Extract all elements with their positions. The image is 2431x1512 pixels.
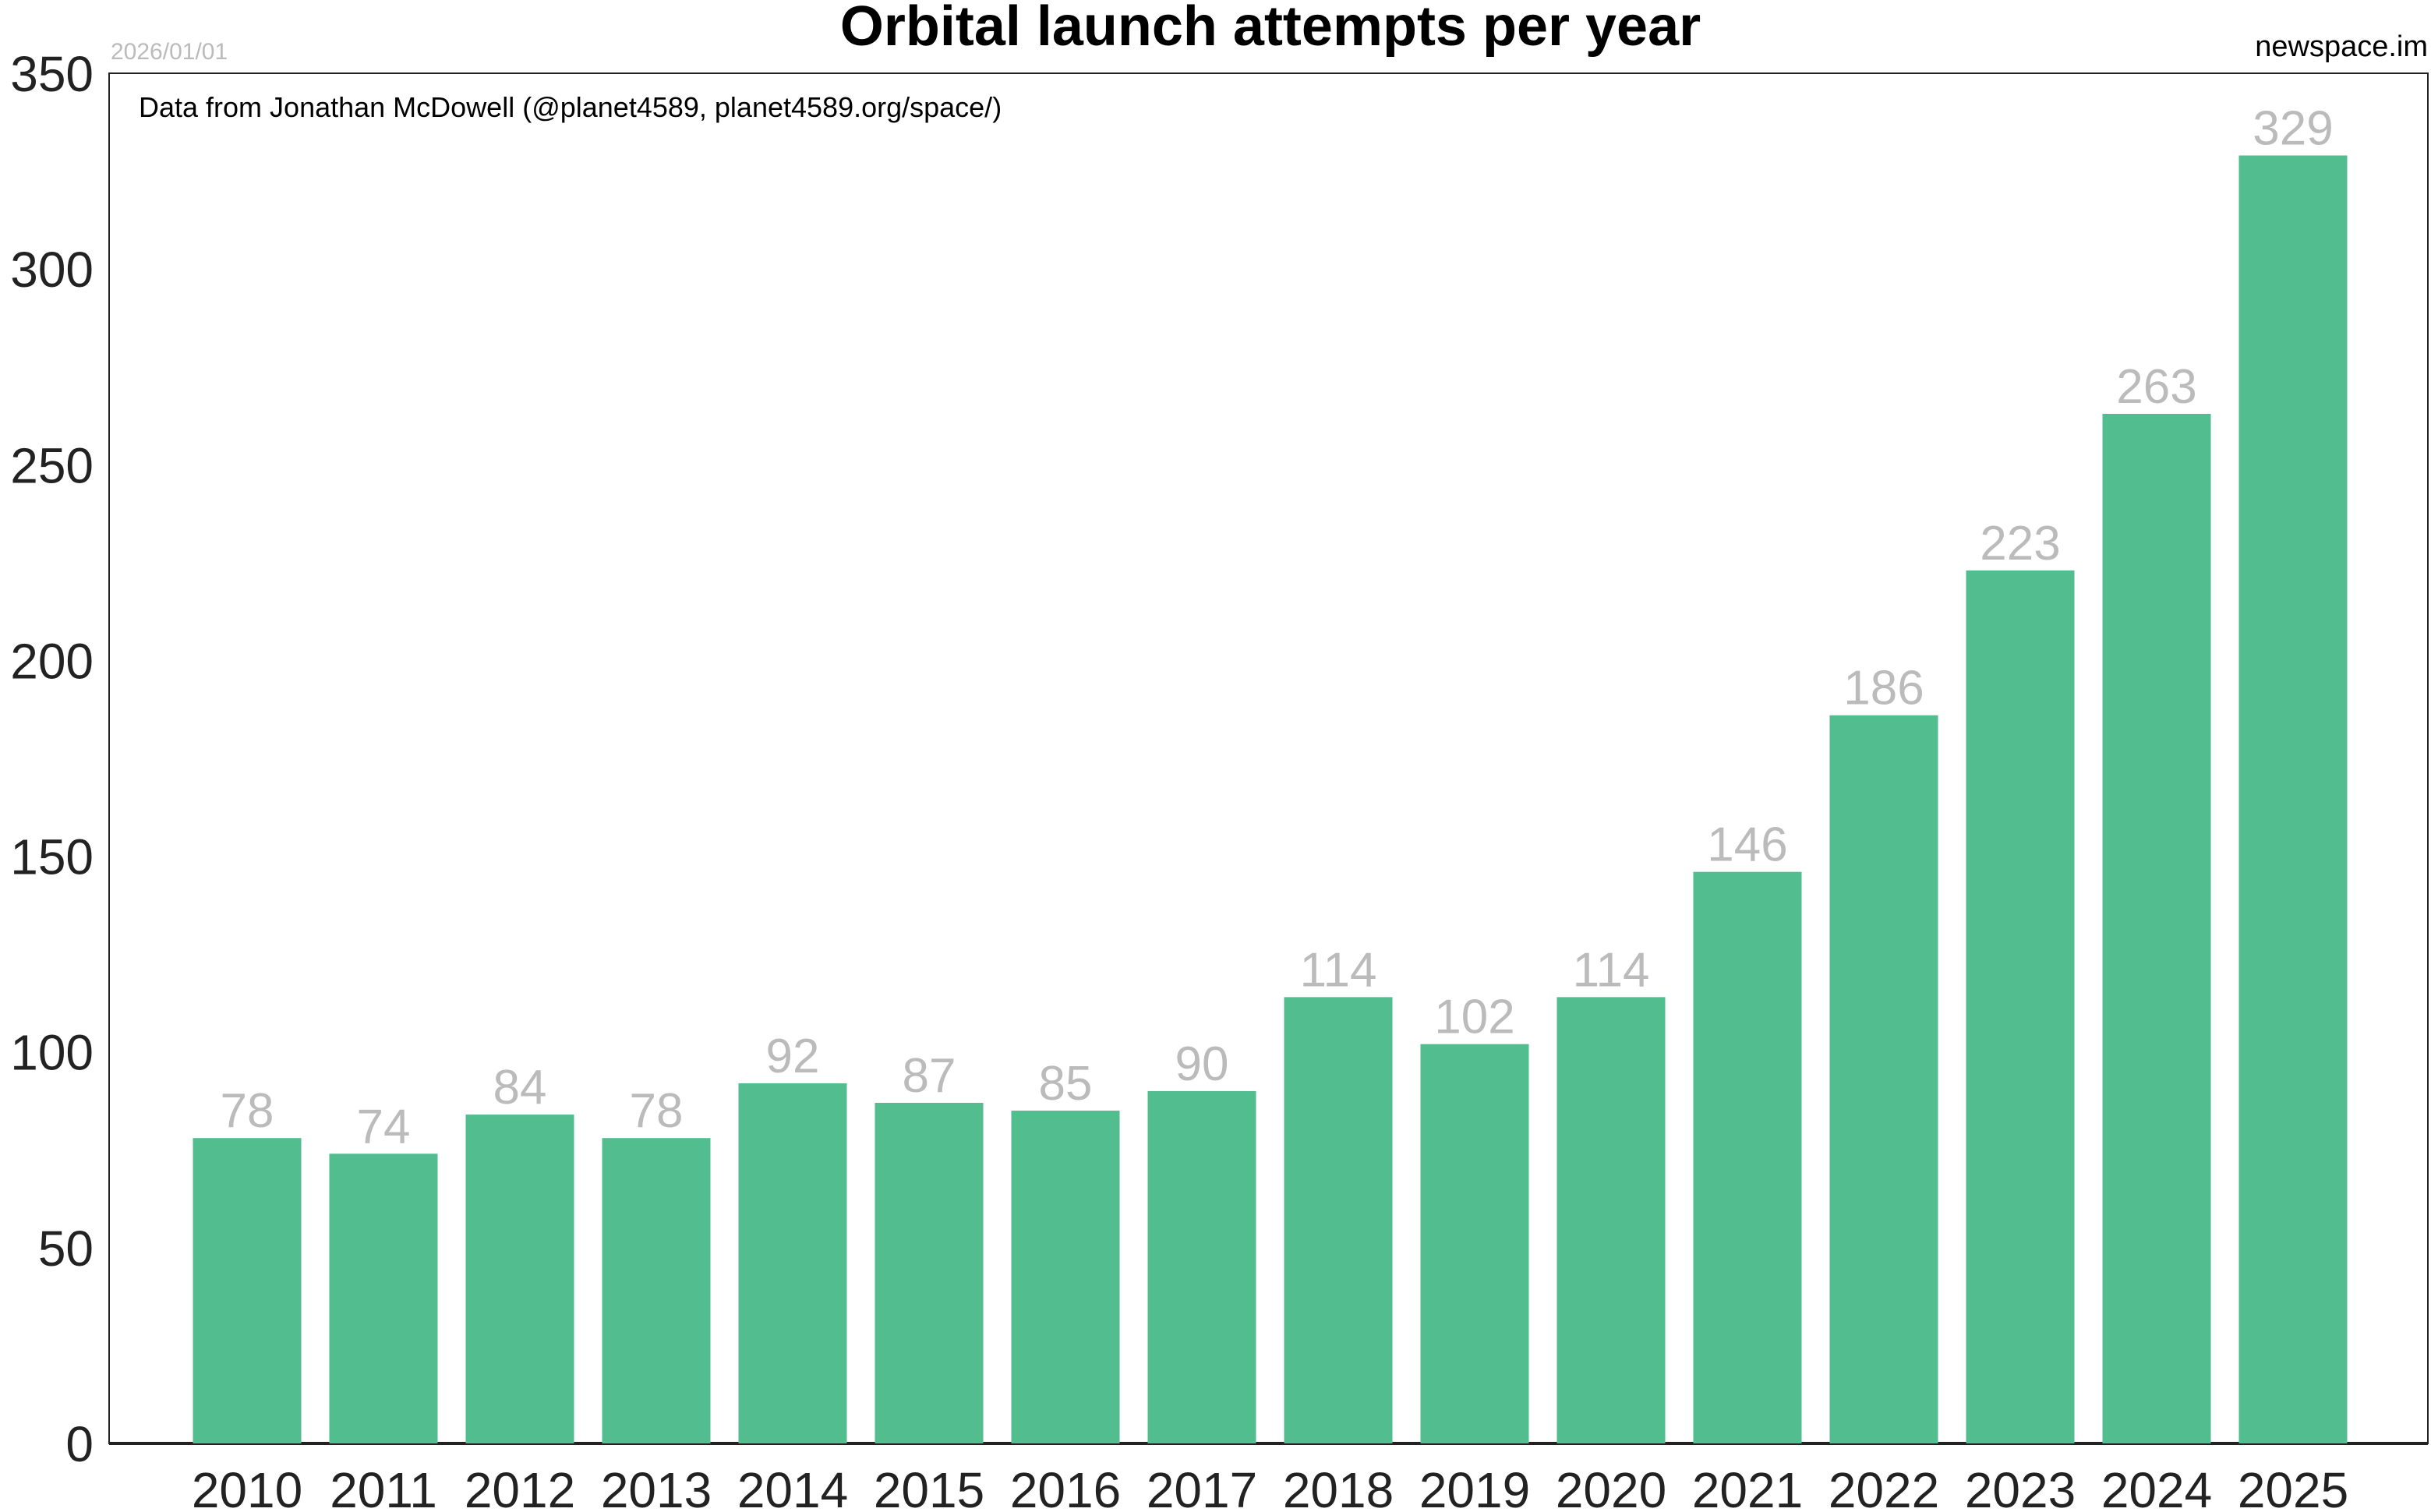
data-label-2015: 87 (903, 1049, 956, 1103)
bar-2017 (1147, 1090, 1256, 1443)
x-tick-2014: 2014 (737, 1462, 848, 1512)
x-tick-2024: 2024 (2101, 1462, 2212, 1512)
x-tick-2012: 2012 (465, 1462, 575, 1512)
data-label-2024: 263 (2116, 360, 2196, 414)
x-tick-2021: 2021 (1692, 1462, 1803, 1512)
data-label-2021: 146 (1707, 818, 1787, 872)
plot-frame (108, 72, 2429, 1444)
x-tick-2017: 2017 (1147, 1462, 1257, 1512)
y-tick-250: 250 (10, 437, 94, 493)
x-tick-2025: 2025 (2238, 1462, 2348, 1512)
x-tick-2013: 2013 (601, 1462, 712, 1512)
bar-2023 (1966, 570, 2075, 1443)
bar-2020 (1556, 997, 1666, 1443)
data-label-2011: 74 (357, 1100, 411, 1153)
y-tick-350: 350 (10, 46, 94, 102)
data-label-2014: 92 (766, 1030, 820, 1083)
x-tick-2011: 2011 (330, 1462, 437, 1512)
x-tick-2023: 2023 (1965, 1462, 2076, 1512)
bar-2011 (329, 1153, 438, 1443)
site-label: newspace.im (2255, 30, 2428, 63)
data-label-2019: 102 (1434, 991, 1514, 1044)
x-tick-2018: 2018 (1283, 1462, 1394, 1512)
data-label-2018: 114 (1300, 943, 1377, 997)
date-label: 2026/01/01 (111, 39, 228, 65)
y-tick-0: 0 (65, 1416, 94, 1472)
bar-2025 (2238, 155, 2348, 1444)
bar-2012 (465, 1115, 574, 1443)
chart-title: Orbital launch attempts per year (840, 0, 1701, 58)
data-label-2017: 90 (1175, 1037, 1229, 1091)
data-label-2010: 78 (221, 1084, 274, 1138)
x-tick-2016: 2016 (1010, 1462, 1121, 1512)
y-tick-100: 100 (10, 1025, 94, 1081)
data-label-2016: 85 (1039, 1057, 1093, 1111)
bar-2024 (2102, 413, 2211, 1444)
source-annotation: Data from Jonathan McDowell (@planet4589… (139, 91, 1002, 123)
bar-2018 (1284, 997, 1393, 1443)
y-tick-200: 200 (10, 633, 94, 689)
data-label-2025: 329 (2253, 101, 2333, 155)
y-tick-300: 300 (10, 242, 94, 298)
data-label-2012: 84 (493, 1061, 547, 1115)
y-tick-150: 150 (10, 829, 94, 885)
bar-2013 (602, 1138, 711, 1443)
bar-2021 (1693, 871, 1802, 1443)
bar-2015 (875, 1103, 984, 1443)
data-label-2023: 223 (1980, 517, 2060, 571)
bar-2014 (738, 1083, 847, 1443)
x-tick-2010: 2010 (192, 1462, 302, 1512)
data-label-2022: 186 (1843, 662, 1924, 715)
bar-2016 (1011, 1111, 1120, 1443)
x-tick-2022: 2022 (1829, 1462, 1939, 1512)
bar-2022 (1829, 715, 1938, 1443)
bar-2019 (1420, 1044, 1529, 1443)
bar-2010 (193, 1138, 302, 1443)
data-label-2020: 114 (1573, 943, 1650, 997)
x-tick-2015: 2015 (874, 1462, 984, 1512)
x-tick-2020: 2020 (1556, 1462, 1666, 1512)
x-tick-2019: 2019 (1419, 1462, 1530, 1512)
y-tick-50: 50 (38, 1221, 94, 1277)
data-label-2013: 78 (630, 1084, 684, 1138)
